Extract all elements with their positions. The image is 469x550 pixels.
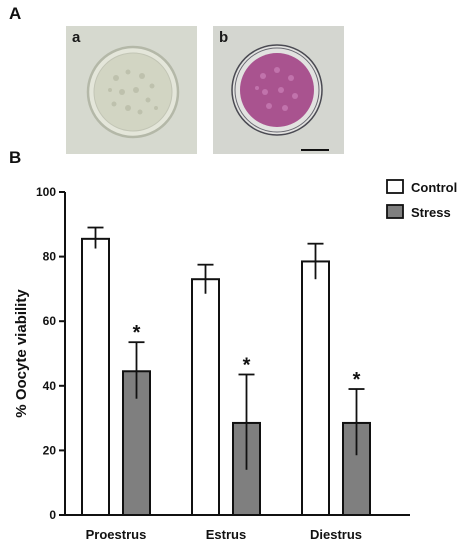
significance-stress-proestrus: * <box>133 322 141 344</box>
legend-swatch-stress <box>386 204 404 219</box>
panel-b-label: B <box>9 148 22 167</box>
panel-a-label: A <box>9 4 22 23</box>
y-tick-label-4: 80 <box>43 250 57 264</box>
oocyte-image-stress: b <box>213 26 344 154</box>
bar-control-diestrus <box>301 260 330 516</box>
y-tick-label-1: 20 <box>43 443 57 457</box>
bar-control-estrus <box>191 278 220 516</box>
significance-stress-estrus: * <box>243 354 251 376</box>
x-tick-label-diestrus: Diestrus <box>310 527 362 542</box>
significance-stress-diestrus: * <box>353 369 361 391</box>
oocyte-control-drawing <box>86 45 180 139</box>
y-axis-label: % Oocyte viability <box>13 289 30 418</box>
x-tick-label-proestrus: Proestrus <box>86 527 147 542</box>
oocyte-image-control: a <box>66 26 197 154</box>
image-b-label: b <box>219 29 229 46</box>
legend-label-control: Control <box>411 180 457 195</box>
oocyte-stress-drawing <box>231 44 329 151</box>
image-a-label: a <box>72 29 81 46</box>
y-tick-label-2: 40 <box>43 379 57 393</box>
y-tick-label-5: 100 <box>36 185 56 199</box>
bar-control-proestrus <box>81 237 110 517</box>
y-tick-label-3: 60 <box>43 314 57 328</box>
y-tick-label-0: 0 <box>49 508 56 522</box>
legend-label-stress: Stress <box>411 205 451 220</box>
legend-swatch-control <box>386 179 404 194</box>
x-tick-label-estrus: Estrus <box>206 527 246 542</box>
